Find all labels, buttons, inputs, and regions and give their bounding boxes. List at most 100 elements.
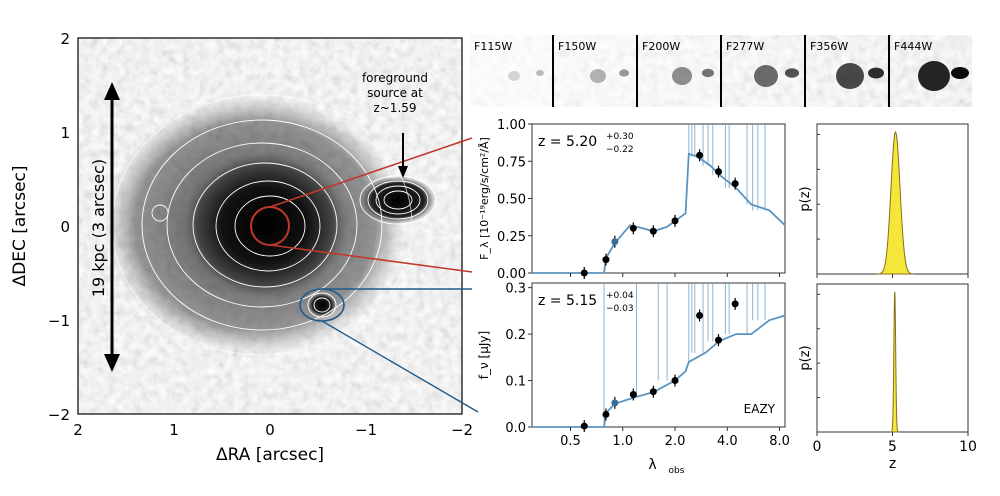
thumbnail-label: F150W (558, 40, 596, 53)
y-tick-label: −2 (48, 406, 70, 424)
plot-frame (531, 123, 786, 274)
data-point (731, 180, 739, 188)
y-tick-label: 0.2 (505, 328, 526, 343)
foreground-arrow-head-icon (398, 166, 408, 178)
y-axis-label: F_λ [10⁻¹⁹erg/s/cm²/Å] (478, 137, 491, 260)
thumbnail-source (672, 67, 692, 85)
data-point (715, 336, 723, 344)
data-point (580, 269, 588, 277)
model-sed-line (532, 314, 786, 428)
x-tick-label: −1 (355, 421, 377, 439)
data-point (611, 399, 619, 407)
thumbnail-source (508, 71, 520, 81)
y-tick-label: 0.1 (505, 375, 526, 390)
x-tick-label: 4.0 (717, 434, 738, 449)
thumbnail-label: F277W (726, 40, 764, 53)
x-tick-label: 2.0 (665, 434, 686, 449)
x-tick-label: 5 (888, 439, 897, 455)
blue-connector-bottom (321, 320, 479, 413)
thumbnail-label: F115W (474, 40, 512, 53)
data-point (649, 227, 657, 235)
pz-panel-top: p(z) (798, 123, 969, 278)
y-axis-label: p(z) (798, 345, 813, 370)
y-tick-label: 1 (60, 124, 70, 142)
data-point (649, 388, 657, 396)
x-tick-label: 0 (265, 421, 275, 439)
foreground-galaxy (360, 176, 436, 224)
redshift-annotation: z = 5.15 (538, 293, 597, 309)
data-point (602, 410, 610, 418)
foreground-label-1: foreground (362, 71, 428, 85)
y-axis-label: p(z) (798, 186, 813, 211)
thumbnail-foreground (951, 67, 969, 79)
redshift-upper-error: +0.04 (606, 291, 634, 301)
model-sed-line (532, 152, 786, 274)
redshift-lower-error: −0.03 (606, 304, 634, 314)
x-tick-label: 2 (73, 421, 83, 439)
sed-panel-fnu: 0.0 0.1 0.2 0.3 0.5 1.0 2.0 4.0 8.0 λ obs EAZY f_ν [… (477, 282, 790, 476)
redshift-upper-error: +0.30 (606, 132, 634, 142)
thumbnail-f150w (554, 35, 636, 107)
y-tick-label: 0.50 (497, 193, 526, 208)
x-tick-label: 10 (959, 439, 977, 455)
y-tick-label: −1 (48, 312, 70, 330)
data-point (629, 390, 637, 398)
scale-bar-arrow-down-icon (104, 354, 120, 372)
x-tick-label: 0.5 (560, 434, 581, 449)
data-point (671, 377, 679, 385)
secondary-galaxy (308, 293, 336, 317)
thumbnail-source (754, 65, 778, 87)
thumbnail-source (918, 61, 950, 91)
eazy-label: EAZY (744, 402, 776, 416)
thumbnail-f115w (470, 35, 552, 107)
y-axis-label: f_ν [μJy] (477, 331, 491, 379)
y-tick-label: 0.25 (497, 230, 526, 245)
data-point (715, 168, 723, 176)
y-tick-label: 0.3 (505, 282, 526, 297)
thumbnail-foreground (702, 68, 714, 78)
thumbnail-foreground (785, 68, 799, 78)
data-point (629, 224, 637, 232)
y-tick-label: 0.00 (497, 267, 526, 282)
x-axis-label-subscript: obs (669, 466, 685, 476)
y-axis-label: ΔDEC [arcsec] (10, 165, 30, 286)
foreground-label-2: source at (367, 86, 423, 100)
data-point (731, 300, 739, 308)
pz-curve (890, 291, 900, 433)
sed-panel-flambda: 0.00 0.25 0.50 0.75 1.00 F_λ [10⁻¹⁹erg/s/cm²/… (478, 118, 786, 282)
cutout-image-panel: 19 kpc (3 arcsec) foreground source at z… (10, 30, 479, 465)
pz-curve (876, 131, 914, 275)
foreground-label-3: z~1.59 (373, 101, 416, 115)
red-connector-bottom (269, 244, 473, 273)
x-tick-label: 0 (813, 439, 822, 455)
main-galaxy (180, 150, 350, 300)
x-tick-label: 8.0 (769, 434, 790, 449)
y-tick-label: 0.0 (505, 421, 526, 436)
thumbnail-label: F356W (810, 40, 848, 53)
x-axis-label: ΔRA [arcsec] (216, 445, 324, 465)
data-point (580, 422, 588, 430)
y-tick-label: 2 (60, 30, 70, 48)
contours (104, 38, 437, 362)
x-tick-label: 1.0 (612, 434, 633, 449)
redshift-lower-error: −0.22 (606, 145, 634, 155)
thumbnail-foreground (536, 70, 544, 76)
y-tick-label: 0 (60, 218, 70, 236)
redshift-annotation: z = 5.20 (538, 134, 597, 150)
scale-bar-arrow-up-icon (104, 82, 120, 100)
filter-thumbnails: F115W F150W F200W F277W F356W F444W (470, 35, 972, 107)
data-point (602, 256, 610, 264)
pz-panel-bottom: p(z) 0 5 10 z (798, 283, 977, 472)
data-point (611, 238, 619, 246)
data-point (696, 312, 704, 320)
thumbnail-label: F200W (642, 40, 680, 53)
x-tick-label: 1 (169, 421, 179, 439)
data-point (671, 217, 679, 225)
x-axis-label: λ (648, 457, 656, 473)
thumbnail-source (836, 63, 864, 89)
thumbnail-source (590, 69, 606, 83)
y-tick-label: 1.00 (497, 118, 526, 133)
red-connector-top (269, 137, 473, 208)
scale-bar-label: 19 kpc (3 arcsec) (89, 159, 108, 297)
